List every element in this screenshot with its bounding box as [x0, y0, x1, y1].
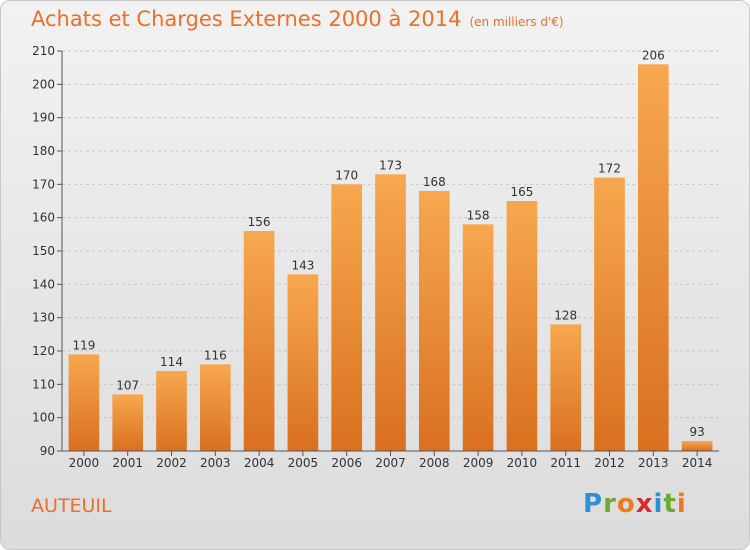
x-tick-label: 2006 — [331, 456, 362, 470]
y-tick-label: 140 — [32, 277, 55, 291]
bar — [681, 441, 713, 451]
bar — [331, 184, 363, 452]
x-tick-label: 2007 — [375, 456, 406, 470]
y-tick-label: 160 — [32, 211, 55, 225]
bar — [462, 224, 494, 451]
data-label: 168 — [423, 175, 446, 189]
data-label: 165 — [510, 185, 533, 199]
bar — [637, 64, 669, 452]
y-tick-label: 110 — [32, 377, 55, 391]
x-tick-label: 2001 — [112, 456, 143, 470]
bar — [243, 231, 275, 451]
chart-subtitle: (en milliers d'€) — [469, 15, 564, 29]
x-tick-label: 2002 — [156, 456, 187, 470]
bar — [550, 324, 582, 451]
chart-title: Achats et Charges Externes 2000 à 2014 (e… — [31, 7, 564, 31]
logo-letter: P — [583, 489, 604, 519]
x-tick-label: 2011 — [550, 456, 581, 470]
y-tick-label: 150 — [32, 244, 55, 258]
bar — [156, 371, 187, 451]
x-tick-label: 2009 — [463, 456, 494, 470]
data-label: 93 — [689, 425, 704, 439]
bar — [375, 174, 406, 452]
x-tick-label: 2005 — [288, 456, 319, 470]
x-tick-label: 2013 — [638, 456, 669, 470]
bar — [68, 354, 100, 451]
logo-letter: x — [635, 489, 654, 519]
bar — [199, 364, 231, 451]
data-label: 170 — [335, 168, 358, 182]
data-label: 116 — [204, 348, 227, 362]
data-label: 128 — [554, 308, 577, 322]
proxiti-logo: Proxiti — [583, 489, 687, 519]
y-tick-label: 210 — [32, 44, 55, 58]
logo-letter: t — [663, 489, 677, 519]
x-tick-label: 2004 — [244, 456, 275, 470]
data-label: 156 — [248, 215, 271, 229]
y-tick-label: 190 — [32, 111, 55, 125]
bars: 119 107 114 116 156 143 170 173 168 158 165 128 172 2… — [68, 48, 713, 452]
y-tick-label: 130 — [32, 311, 55, 325]
data-label: 107 — [116, 378, 139, 392]
data-label: 206 — [642, 48, 665, 62]
x-tick-label: 2000 — [69, 456, 100, 470]
place-name: AUTEUIL — [31, 495, 112, 517]
chart-title-text: Achats et Charges Externes 2000 à 2014 — [31, 7, 462, 31]
data-label: 158 — [467, 208, 490, 222]
data-label: 173 — [379, 158, 402, 172]
bar — [594, 177, 625, 451]
x-tick-label: 2003 — [200, 456, 231, 470]
y-tick-label: 120 — [32, 344, 55, 358]
bar — [287, 274, 319, 451]
bar — [112, 394, 144, 451]
y-tick-label: 100 — [32, 411, 55, 425]
logo-letter: i — [676, 489, 687, 519]
y-tick-label: 180 — [32, 144, 55, 158]
y-tick-label: 200 — [32, 77, 55, 91]
data-label: 172 — [598, 162, 621, 176]
bar — [506, 201, 538, 451]
x-tick-label: 2008 — [419, 456, 450, 470]
y-tick-label: 90 — [40, 444, 55, 458]
data-label: 119 — [72, 338, 95, 352]
logo-letter: o — [616, 489, 636, 519]
x-tick-label: 2010 — [507, 456, 538, 470]
data-label: 114 — [160, 355, 183, 369]
axes: 90 100 110 120 130 140 150 160 170 180 190 200 210 20… — [32, 44, 719, 470]
x-tick-label: 2012 — [594, 456, 625, 470]
y-tick-label: 170 — [32, 177, 55, 191]
data-label: 143 — [291, 258, 314, 272]
logo-letter: i — [653, 489, 664, 519]
bar — [418, 191, 450, 451]
x-tick-label: 2014 — [682, 456, 713, 470]
logo-letter: r — [603, 489, 617, 519]
